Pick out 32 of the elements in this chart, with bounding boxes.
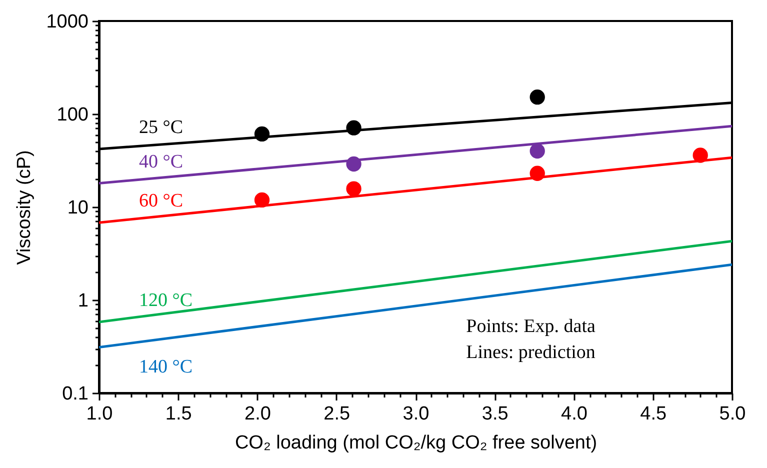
y-tick-label: 100 xyxy=(56,104,88,126)
point xyxy=(254,192,270,208)
series-label: 40 °C xyxy=(139,151,184,172)
point xyxy=(346,156,362,172)
x-tick-label: 3.5 xyxy=(482,404,508,424)
y-tick-label: 10 xyxy=(67,198,88,218)
series-label: 60 °C xyxy=(139,190,184,212)
x-tick-label: 5.0 xyxy=(719,404,746,424)
x-tick-label: 2.0 xyxy=(244,404,271,424)
point xyxy=(530,90,545,105)
y-tick-label: 1000 xyxy=(46,12,88,32)
series-label: 140 °C xyxy=(139,356,193,378)
point xyxy=(254,126,270,142)
point xyxy=(530,166,545,181)
x-tick-label: 1.5 xyxy=(165,404,192,424)
annotation: Lines: prediction xyxy=(466,342,596,364)
y-tick-label: 1 xyxy=(78,290,88,312)
x-tick-label: 1.0 xyxy=(86,404,113,424)
x-tick-label: 3.0 xyxy=(402,404,430,424)
series-label: 25 °C xyxy=(139,117,184,138)
x-tick-label: 4.5 xyxy=(640,404,667,424)
series-label: 120 °C xyxy=(139,290,193,311)
y-tick-label: 0.1 xyxy=(62,384,88,404)
point xyxy=(530,143,545,159)
x-axis-title: CO₂ loading (mol CO₂/kg CO₂ free solvent) xyxy=(234,432,598,454)
x-tick-label: 2.5 xyxy=(324,404,350,424)
point xyxy=(692,148,708,163)
point xyxy=(346,181,362,196)
x-tick-label: 4.0 xyxy=(561,404,588,424)
annotation: Points: Exp. data xyxy=(466,316,596,338)
y-axis-title: Viscosity (cP) xyxy=(14,150,36,265)
point xyxy=(346,120,362,136)
